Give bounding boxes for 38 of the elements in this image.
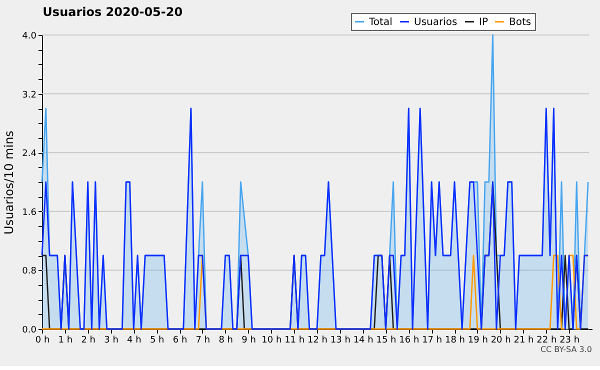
y-tick-label: 0.8 xyxy=(22,266,37,277)
y-tick-label: 3.2 xyxy=(22,90,36,100)
x-tick-label: 0 h xyxy=(35,336,50,346)
y-tick-label: 2.4 xyxy=(22,149,37,160)
x-tick-label: 7 h xyxy=(196,336,210,346)
x-tick-label: 20 h xyxy=(490,336,511,346)
x-tick-label: 22 h xyxy=(536,336,557,346)
y-axis-title: Usuarios/10 mins xyxy=(2,130,16,234)
x-tick-label: 23 h xyxy=(560,336,580,346)
x-tick-label: 8 h xyxy=(218,336,233,346)
x-tick-label: 17 h xyxy=(422,336,442,346)
y-tick-label: 0.0 xyxy=(22,326,37,336)
line-series xyxy=(41,108,589,330)
x-tick-label: 21 h xyxy=(514,336,534,346)
x-tick-label: 6 h xyxy=(172,336,188,346)
text: CC BY-SA 3.0 xyxy=(540,345,592,354)
legend-label: Bots xyxy=(509,16,532,28)
x-tick-label: 13 h xyxy=(330,336,350,346)
legend-label: Total xyxy=(368,16,392,28)
x-tick-label: 1 h xyxy=(58,336,73,346)
x-tick-label: 5 h xyxy=(150,336,164,346)
y-tick-label: 1.6 xyxy=(22,208,37,218)
x-tick-label: 16 h xyxy=(399,336,420,346)
x-tick-label: 15 h xyxy=(376,336,396,346)
x-tick-label: 9 h xyxy=(242,336,256,346)
x-tick-label: 2 h xyxy=(81,336,96,346)
x-tick-label: 12 h xyxy=(307,336,328,346)
legend-label: Usuarios xyxy=(414,16,458,28)
x-tick-label: 11 h xyxy=(284,336,305,346)
chart-title: Usuarios 2020-05-20 xyxy=(42,5,183,19)
x-tick-label: 14 h xyxy=(353,336,374,346)
x-tick-label: 19 h xyxy=(468,336,488,346)
y-tick-label: 4.0 xyxy=(22,32,37,42)
x-tick-label: 18 h xyxy=(444,336,466,346)
x-tick-label: 10 h xyxy=(262,336,282,346)
x-tick-label: 3 h xyxy=(104,336,118,346)
x-tick-label: 4 h xyxy=(127,336,142,346)
legend-label: IP xyxy=(479,16,488,28)
